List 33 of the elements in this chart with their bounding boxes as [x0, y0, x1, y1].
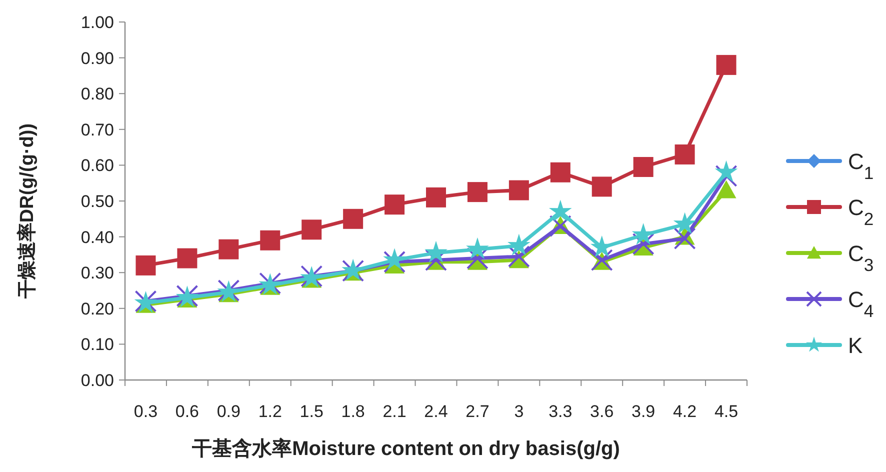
y-axis-title: 干燥速率DR(g/(g·d)) — [16, 123, 38, 300]
y-tick-label: 0.20 — [80, 299, 114, 318]
legend-label: K — [848, 333, 863, 358]
y-tick-label: 0.80 — [80, 84, 114, 104]
x-tick-label: 4.5 — [714, 402, 738, 421]
y-tick-label: 0.30 — [80, 264, 114, 283]
y-tick-label: 0.60 — [80, 156, 114, 176]
x-tick-label: 3.9 — [632, 402, 656, 421]
x-tick-label: 2.7 — [466, 402, 490, 421]
x-axis-title: 干基含水率Moisture content on dry basis(g/g) — [191, 437, 620, 460]
x-tick-label: 1.8 — [341, 402, 365, 421]
x-tick-label: 3 — [514, 402, 524, 421]
y-tick-label: 1.00 — [80, 13, 114, 32]
legend-label: C$_{1}$ — [848, 149, 874, 183]
y-tick-label: 0.50 — [80, 192, 114, 211]
x-tick-label: 2.1 — [382, 402, 406, 421]
x-tick-label: 0.9 — [216, 402, 240, 421]
x-tick-label: 2.4 — [424, 402, 448, 421]
legend-label: C$_{2}$ — [848, 195, 874, 229]
y-tick-label: 0.90 — [80, 48, 114, 68]
x-tick-label: 3.6 — [590, 402, 614, 421]
y-tick-label: 0.70 — [80, 120, 114, 140]
legend-label: C$_{3}$ — [848, 241, 874, 275]
x-tick-label: 0.6 — [175, 402, 200, 421]
x-tick-label: 4.2 — [672, 402, 697, 421]
y-tick-label: 0.40 — [80, 228, 114, 247]
legend-label: C$_{4}$ — [848, 287, 874, 321]
y-tick-label: 0.00 — [80, 371, 114, 390]
y-tick-label: 0.10 — [80, 335, 114, 354]
x-tick-label: 1.2 — [258, 402, 282, 421]
x-tick-label: 0.3 — [134, 402, 158, 421]
x-tick-label: 3.3 — [548, 402, 572, 421]
x-tick-label: 1.5 — [300, 402, 324, 421]
